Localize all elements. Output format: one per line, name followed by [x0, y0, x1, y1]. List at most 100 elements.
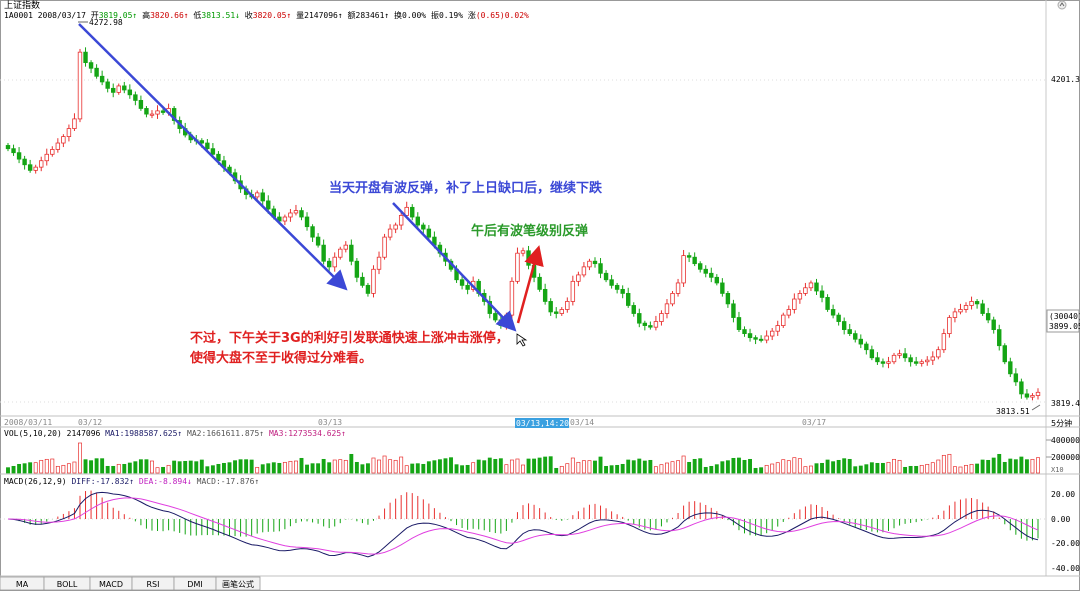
candle-body [360, 276, 365, 286]
candle-body [199, 140, 205, 144]
volume-bar [659, 464, 664, 474]
indicator-tab-label: DMI [187, 580, 202, 589]
candle-body [498, 319, 504, 326]
candle-body [758, 338, 764, 341]
volume-bar [199, 459, 204, 474]
volume-bar [305, 464, 309, 474]
volume-bar [150, 460, 154, 474]
candle-body [609, 279, 614, 286]
candle-body [520, 250, 526, 254]
candle-body [1008, 361, 1013, 375]
volume-bar [310, 463, 315, 474]
header-code-date: 1A0001 2008/03/17 [4, 11, 91, 20]
indicator-tab[interactable]: RSI [131, 576, 175, 591]
macd-axis-label: -40.00 [1051, 564, 1080, 573]
candle-body [144, 108, 149, 115]
period-label[interactable]: 5分钟 [1051, 418, 1072, 428]
candle-body [709, 272, 714, 278]
indicator-tab[interactable]: MA [0, 576, 45, 591]
macd-axis-label: 20.00 [1051, 490, 1075, 499]
header-stat-label: 振 [431, 10, 439, 20]
volume-bar [509, 459, 514, 474]
header-stat-value: 3820.66↑ [150, 11, 193, 20]
volume-bar [50, 458, 55, 474]
volume-bar [609, 465, 614, 474]
volume-bar [72, 461, 77, 474]
volume-bar [947, 453, 952, 474]
scroll-up-icon[interactable] [1057, 0, 1067, 10]
candle-body [111, 87, 116, 93]
volume-bar [476, 459, 481, 474]
volume-bar [332, 459, 337, 474]
volume-bar [382, 455, 387, 474]
indicator-tab[interactable]: 画笔公式 [215, 576, 261, 591]
volume-bar [969, 463, 974, 474]
candle-body [565, 301, 570, 310]
volume-bar [1002, 461, 1007, 474]
volume-bar [648, 459, 653, 474]
volume-bar [941, 454, 946, 474]
candle-body [138, 100, 144, 109]
header-stats: 1A0001 2008/03/17 开3819.05↑ 高3820.66↑ 低3… [4, 10, 529, 20]
volume-bar [177, 461, 182, 474]
vol-axis-label: 400000 [1051, 436, 1080, 445]
volume-bar [55, 465, 60, 474]
volume-bar [471, 462, 476, 474]
candle-body [326, 260, 332, 268]
volume-bar [415, 463, 420, 474]
indicator-tab[interactable]: BOLL [43, 576, 91, 591]
candle-body [1024, 393, 1030, 398]
header-stat-label: 换 [394, 10, 402, 20]
volume-bar [388, 459, 393, 474]
candle-body [421, 224, 426, 230]
mouse-cursor-icon [516, 333, 528, 347]
candle-body [260, 192, 265, 202]
volume-bar [775, 462, 780, 474]
candle-body [891, 354, 897, 363]
macd-axis-label: 0.00 [1051, 515, 1070, 524]
indicator-tab-label: MACD [99, 580, 123, 589]
volume-bar [33, 462, 38, 474]
candle-body [614, 284, 620, 290]
volume-bar [559, 465, 564, 474]
header-stat-value: 3813.51↓ [201, 11, 244, 20]
candle-body [83, 51, 88, 64]
volume-bar [548, 456, 553, 474]
header-stat-label: 量 [296, 11, 304, 20]
volume-bar [753, 467, 758, 474]
volume-header-item: MA3:1273534.625↑ [269, 429, 346, 438]
candle-body [853, 333, 858, 340]
candle-body [1030, 395, 1035, 398]
volume-bar [194, 461, 199, 474]
candle-body [5, 145, 11, 150]
candle-body [304, 216, 310, 228]
macd-dea-line [7, 497, 1039, 555]
candle-body [542, 288, 548, 302]
volume-bar [820, 462, 824, 474]
candle-body [254, 192, 260, 198]
indicator-tab[interactable]: DMI [173, 576, 217, 591]
volume-bar [432, 460, 437, 474]
volume-bar [570, 457, 575, 474]
candle-body [753, 337, 758, 340]
volume-bar [653, 466, 658, 474]
candle-body [764, 335, 769, 341]
date-label: 03/14 [570, 418, 594, 427]
indicator-tab[interactable]: MACD [89, 576, 133, 591]
volume-bar [809, 465, 813, 474]
volume-bar [343, 459, 348, 474]
volume-bar [454, 464, 459, 474]
candle-body [736, 317, 742, 330]
candle-body [515, 252, 520, 282]
candle-body [210, 148, 216, 155]
header-stat-label: 收 [245, 10, 253, 20]
volume-bar [349, 453, 354, 474]
candle-body [266, 200, 271, 210]
candle-body [277, 216, 282, 222]
candle-body [648, 325, 653, 328]
candle-body [908, 357, 913, 363]
volume-bar [930, 462, 935, 474]
volume-bar [554, 467, 559, 474]
volume-bar [698, 458, 703, 474]
